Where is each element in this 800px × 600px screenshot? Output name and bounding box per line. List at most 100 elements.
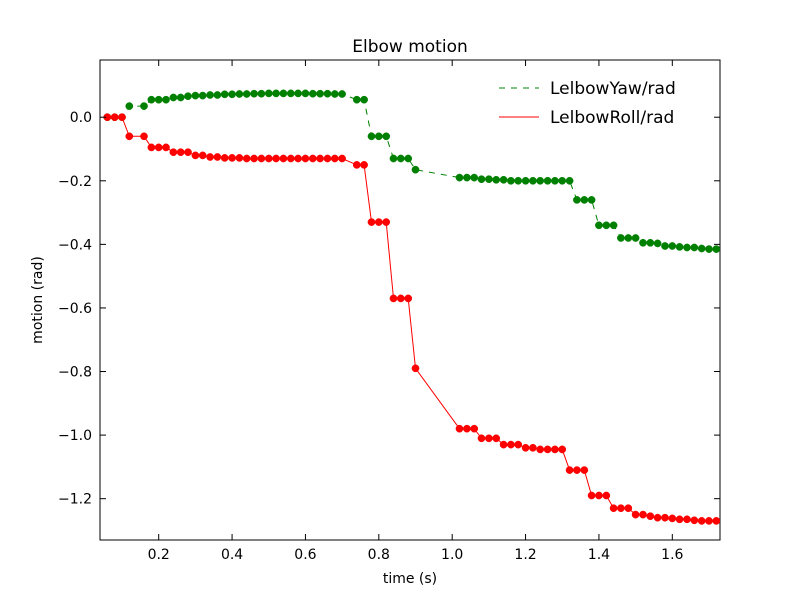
data-point-0 [389,154,398,163]
data-point-0 [485,175,493,184]
data-point-0 [565,176,574,185]
data-point-1 [154,143,163,152]
data-point-1 [367,218,376,226]
data-point-0 [573,196,581,204]
data-point-1 [587,491,596,500]
data-point-1 [323,154,332,163]
data-point-0 [279,89,288,98]
data-point-0 [690,243,699,252]
data-point-1 [463,424,471,433]
data-point-1 [536,445,545,454]
data-point-0 [617,234,625,242]
data-point-0 [147,95,156,104]
data-point-1 [228,154,236,162]
data-point-0 [191,91,200,100]
data-point-0 [514,176,523,185]
data-point-1 [661,513,669,522]
data-point-0 [683,243,691,252]
data-point-1 [646,512,655,521]
data-point-0 [206,91,214,99]
data-point-1 [198,151,207,160]
data-point-1 [690,516,699,525]
data-point-0 [154,95,163,104]
data-point-0 [367,132,376,141]
data-point-0 [323,89,332,98]
data-point-0 [587,196,596,204]
data-point-1 [220,154,229,162]
data-point-0 [536,176,545,185]
data-point-1 [162,143,170,152]
data-point-0 [404,154,413,163]
data-point-1 [272,154,280,163]
x-tick-label: 1.2 [514,547,536,563]
data-point-1 [492,434,501,443]
data-point-0 [396,154,405,163]
data-point-1 [558,445,567,454]
data-point-1 [507,440,515,449]
data-point-1 [529,443,537,452]
data-point-1 [316,154,324,163]
data-point-1 [411,364,420,373]
data-point-1 [308,154,317,163]
data-point-0 [294,89,302,98]
data-point-0 [463,173,471,182]
data-point-1 [653,513,662,522]
data-point-0 [411,165,420,174]
x-axis-title: time (s) [383,571,437,587]
data-point-0 [507,176,515,185]
data-point-0 [352,95,361,104]
data-point-1 [470,424,479,433]
data-point-1 [191,151,200,160]
data-point-0 [176,93,185,102]
ticks-layer: 0.2 0.4 0.6 0.8 1.0 1.2 1.4 1.6 0.0 −0.2 −0.4 −0.6 −… [58,60,720,563]
chart-title: Elbow motion [352,37,468,57]
legend: LelbowYaw/rad LelbowRoll/rad [499,79,676,128]
data-point-0 [455,173,464,182]
data-point-1 [330,154,339,163]
data-point-1 [382,218,391,226]
data-point-1 [176,148,185,157]
data-point-0 [705,245,713,253]
data-point-1 [683,515,691,524]
data-point-0 [551,176,559,185]
legend-label-yaw: LelbowYaw/rad [550,79,676,99]
data-point-0 [543,176,552,185]
data-point-0 [228,90,236,99]
data-point-0 [624,234,633,242]
data-point-0 [595,221,603,230]
data-point-0 [316,89,324,98]
data-point-0 [631,234,640,242]
x-tick-label: 1.0 [441,547,463,563]
data-point-0 [470,173,479,182]
data-point-0 [609,221,618,230]
data-point-0 [602,221,611,230]
data-point-1 [213,153,222,161]
data-point-0 [198,91,207,100]
data-point-1 [565,466,574,474]
data-point-1 [609,504,618,513]
data-point-1 [675,515,684,524]
data-point-1 [125,132,134,141]
data-point-1 [521,443,530,452]
data-point-0 [213,91,222,99]
data-point-0 [653,239,662,248]
data-point-0 [264,89,273,98]
legend-label-roll: LelbowRoll/rad [550,108,674,128]
data-point-0 [646,238,655,247]
y-tick-label: −0.2 [58,174,92,190]
x-tick-label: 0.6 [294,547,316,563]
data-point-1 [485,434,493,443]
y-tick-label: −0.8 [58,365,92,381]
data-point-1 [514,440,523,449]
data-point-1 [360,161,368,169]
data-point-0 [712,245,721,253]
data-point-0 [220,90,229,99]
data-point-1 [206,153,214,161]
data-point-1 [602,491,611,500]
series-layer [103,89,721,525]
data-point-1 [499,440,508,449]
data-point-1 [264,154,273,163]
data-point-1 [477,434,486,443]
data-point-1 [279,154,288,163]
data-point-0 [697,244,706,253]
